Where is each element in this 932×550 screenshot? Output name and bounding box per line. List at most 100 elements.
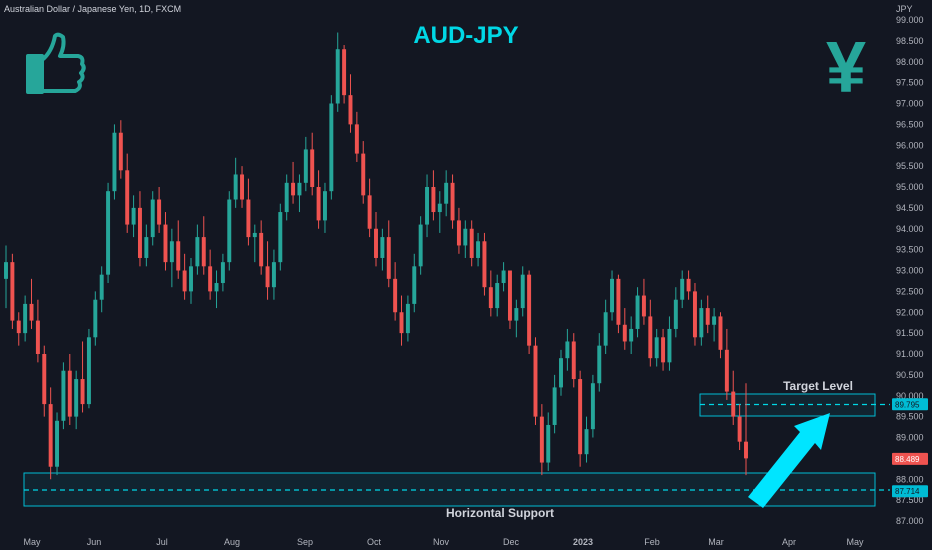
candle — [590, 374, 595, 438]
candle-body — [329, 103, 334, 192]
candle-body — [169, 241, 174, 263]
candle — [571, 333, 576, 388]
candle — [431, 170, 436, 221]
candle — [737, 404, 742, 451]
candle — [291, 161, 296, 204]
candle-body — [692, 291, 697, 338]
candle-body — [699, 308, 704, 338]
candle-body — [10, 262, 15, 321]
x-tick-label: Dec — [503, 537, 520, 547]
candle — [195, 224, 200, 275]
candle — [297, 174, 302, 213]
candle — [488, 270, 493, 317]
x-tick-label: Apr — [782, 537, 796, 547]
candle — [131, 195, 136, 238]
candle-body — [144, 237, 149, 258]
candle-body — [744, 441, 748, 459]
candle — [539, 404, 544, 476]
candle-body — [425, 187, 430, 225]
candle-body — [310, 149, 315, 187]
candle-body — [705, 308, 710, 325]
candle — [29, 278, 34, 329]
candle-body — [48, 404, 53, 467]
candle-body — [546, 424, 551, 463]
candle — [641, 278, 646, 325]
candle — [329, 95, 334, 200]
candle-body — [584, 429, 589, 455]
candle-body — [571, 341, 576, 380]
y-tick-label: 91.000 — [896, 349, 924, 359]
candle-body — [527, 274, 532, 346]
candle — [648, 299, 653, 367]
y-tick-label: 87.000 — [896, 516, 924, 526]
candle — [342, 45, 347, 104]
candle — [386, 220, 391, 288]
candle — [520, 266, 525, 317]
candle-body — [590, 383, 595, 430]
candle — [354, 111, 359, 162]
candle-body — [35, 320, 40, 354]
candle — [412, 253, 417, 313]
candle — [380, 228, 385, 271]
candle — [265, 241, 270, 300]
candle — [680, 270, 685, 309]
y-tick-label: 88.000 — [896, 474, 924, 484]
y-tick-label: 95.500 — [896, 161, 924, 171]
candle — [437, 191, 442, 233]
candle — [93, 291, 98, 346]
candle-body — [418, 224, 423, 267]
candle-body — [335, 49, 340, 104]
candle-body — [552, 387, 557, 425]
y-tick-label: 93.000 — [896, 266, 924, 276]
candle-body — [342, 49, 347, 96]
target-level-label: Target Level — [783, 379, 853, 393]
candle-body — [673, 299, 678, 329]
candle — [393, 262, 398, 321]
candle — [507, 270, 512, 329]
candle-body — [220, 262, 225, 284]
y-tick-label: 90.500 — [896, 370, 924, 380]
candle-body — [399, 312, 404, 334]
y-tick-label: 92.500 — [896, 286, 924, 296]
candle — [310, 132, 315, 196]
candle — [661, 328, 666, 371]
x-tick-label: Feb — [644, 537, 660, 547]
candle — [514, 299, 519, 338]
candle-body — [297, 182, 302, 196]
price-tag: 89.795 — [892, 398, 928, 411]
candle — [699, 299, 704, 346]
candle — [42, 345, 47, 417]
candle — [469, 220, 474, 267]
candle — [35, 299, 40, 363]
candle — [86, 328, 91, 409]
x-tick-label: Jul — [156, 537, 168, 547]
candle-body — [374, 228, 378, 258]
candle — [405, 295, 410, 342]
candle-body — [450, 182, 455, 221]
y-tick-label: 89.500 — [896, 412, 924, 422]
candle-body — [539, 416, 544, 463]
candle — [214, 270, 219, 309]
candle — [246, 178, 251, 246]
candle — [182, 253, 187, 300]
candle — [482, 232, 487, 296]
candle-body — [240, 174, 245, 200]
candle-body — [86, 337, 91, 405]
price-tag: 88.489 — [892, 452, 928, 465]
candle-body — [654, 337, 659, 359]
candle-body — [565, 341, 570, 359]
candle-body — [367, 195, 372, 229]
candle-body — [488, 287, 493, 309]
candle-body — [393, 278, 398, 313]
candle-body — [259, 232, 264, 267]
candle — [578, 370, 583, 467]
candle — [80, 341, 85, 413]
y-tick-label: 89.000 — [896, 433, 924, 443]
x-tick-label: May — [23, 537, 41, 547]
y-tick-label: 97.500 — [896, 78, 924, 88]
candle-body — [271, 262, 276, 288]
candle-body — [316, 187, 321, 221]
y-tick-label: 91.500 — [896, 328, 924, 338]
